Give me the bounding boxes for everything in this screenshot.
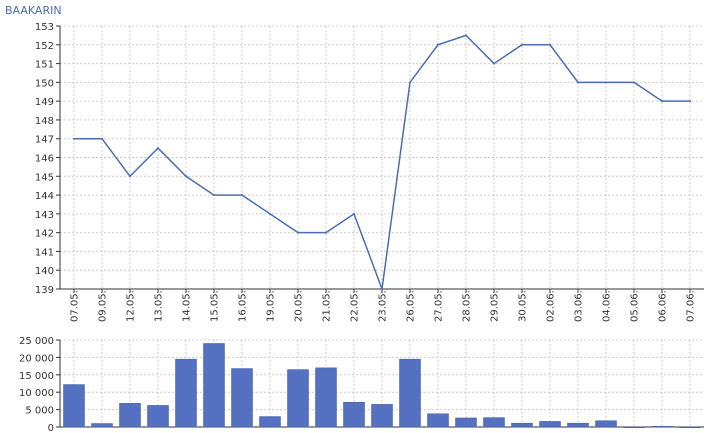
price-tick-label: 150	[35, 78, 54, 89]
date-label: 14.05.	[182, 290, 193, 322]
price-point	[101, 137, 103, 140]
price-point	[521, 43, 523, 46]
price-point	[325, 231, 327, 234]
price-tick-label: 139	[35, 285, 54, 296]
date-label: 30.05.	[518, 290, 529, 322]
volume-tick-label: 10 000	[19, 388, 54, 399]
date-label: 07.05.	[70, 290, 81, 322]
date-label: 21.05.	[322, 290, 333, 322]
price-tick-label: 143	[35, 210, 54, 221]
price-point	[661, 100, 663, 103]
date-axis-labels: 07.05. 09.05. 12.05. 13.05. 14.05. 15.05. 16.0…	[70, 290, 697, 322]
date-label: 23.05.	[378, 290, 389, 322]
volume-bars	[63, 343, 701, 429]
price-point	[241, 194, 243, 197]
volume-bar	[539, 421, 561, 428]
price-point	[381, 288, 383, 290]
volume-bar	[203, 343, 225, 428]
price-point	[577, 81, 579, 84]
volume-bar	[175, 358, 197, 428]
volume-bar	[567, 422, 589, 428]
price-point	[493, 62, 495, 65]
volume-bar	[259, 416, 281, 428]
price-tick-label: 149	[35, 97, 54, 108]
volume-bar	[455, 417, 477, 428]
price-point	[409, 81, 411, 84]
date-label: 05.06.	[630, 290, 641, 322]
price-tick-label: 148	[35, 116, 54, 127]
volume-bar	[371, 404, 393, 428]
price-point	[297, 231, 299, 234]
price-tick-label: 147	[35, 135, 54, 146]
price-point	[213, 194, 215, 197]
date-label: 19.05.	[266, 290, 277, 322]
volume-bar	[63, 384, 85, 428]
volume-tick-label: 15 000	[19, 371, 54, 382]
volume-bar	[679, 426, 701, 429]
volume-bar	[119, 403, 141, 428]
price-point	[689, 100, 691, 103]
volume-bar	[147, 405, 169, 428]
price-point	[185, 175, 187, 178]
date-label: 15.05.	[210, 290, 221, 322]
date-label: 04.06.	[602, 290, 613, 322]
date-label: 16.05.	[238, 290, 249, 322]
volume-bar	[511, 422, 533, 428]
price-point	[549, 43, 551, 46]
date-label: 06.06.	[658, 290, 669, 322]
price-tick-label: 144	[35, 191, 54, 202]
volume-bar	[623, 426, 645, 429]
price-point	[437, 43, 439, 46]
price-point	[73, 137, 75, 140]
date-label: 02.06.	[546, 290, 557, 322]
date-label: 03.06.	[574, 290, 585, 322]
date-label: 28.05.	[462, 290, 473, 322]
date-label: 20.05.	[294, 290, 305, 322]
date-label: 12.05.	[126, 290, 137, 322]
volume-bar	[399, 358, 421, 428]
date-label: 22.05.	[350, 290, 361, 322]
price-point	[157, 147, 159, 150]
price-tick-label: 153	[35, 22, 54, 33]
price-point	[353, 212, 355, 215]
price-tick-label: 151	[35, 60, 54, 71]
date-label: 09.05.	[98, 290, 109, 322]
date-label: 29.05.	[490, 290, 501, 322]
price-tick-label: 152	[35, 41, 54, 52]
price-point	[605, 81, 607, 84]
date-label: 26.05.	[406, 290, 417, 322]
volume-bar	[231, 368, 253, 428]
volume-bar	[483, 417, 505, 428]
volume-tick-label: 20 000	[19, 353, 54, 364]
volume-tick-label: 25 000	[19, 336, 54, 347]
volume-tick-label: 0	[48, 423, 54, 433]
price-grid	[60, 25, 704, 290]
volume-bar	[427, 413, 449, 428]
date-label: 13.05.	[154, 290, 165, 322]
price-tick-label: 142	[35, 229, 54, 240]
price-series	[73, 34, 691, 290]
volume-bar	[651, 426, 673, 428]
price-point	[129, 175, 131, 178]
price-point	[269, 212, 271, 215]
price-tick-label: 141	[35, 247, 54, 258]
price-y-axis: 139 140 141 142 143 144 145 146 147 148 149 150 151 1…	[35, 22, 704, 296]
volume-bar	[343, 402, 365, 428]
volume-bar	[91, 423, 113, 428]
volume-tick-label: 5 000	[25, 406, 54, 417]
date-label: 07.06.	[686, 290, 697, 322]
volume-bar	[595, 420, 617, 428]
price-tick-label: 145	[35, 172, 54, 183]
price-tick-label: 146	[35, 154, 54, 165]
ticker-label: BAAKARIN	[5, 4, 62, 17]
price-point	[465, 34, 467, 37]
date-label: 27.05.	[434, 290, 445, 322]
price-point	[633, 81, 635, 84]
price-tick-label: 140	[35, 266, 54, 277]
volume-bar	[315, 367, 337, 428]
volume-bar	[287, 369, 309, 428]
